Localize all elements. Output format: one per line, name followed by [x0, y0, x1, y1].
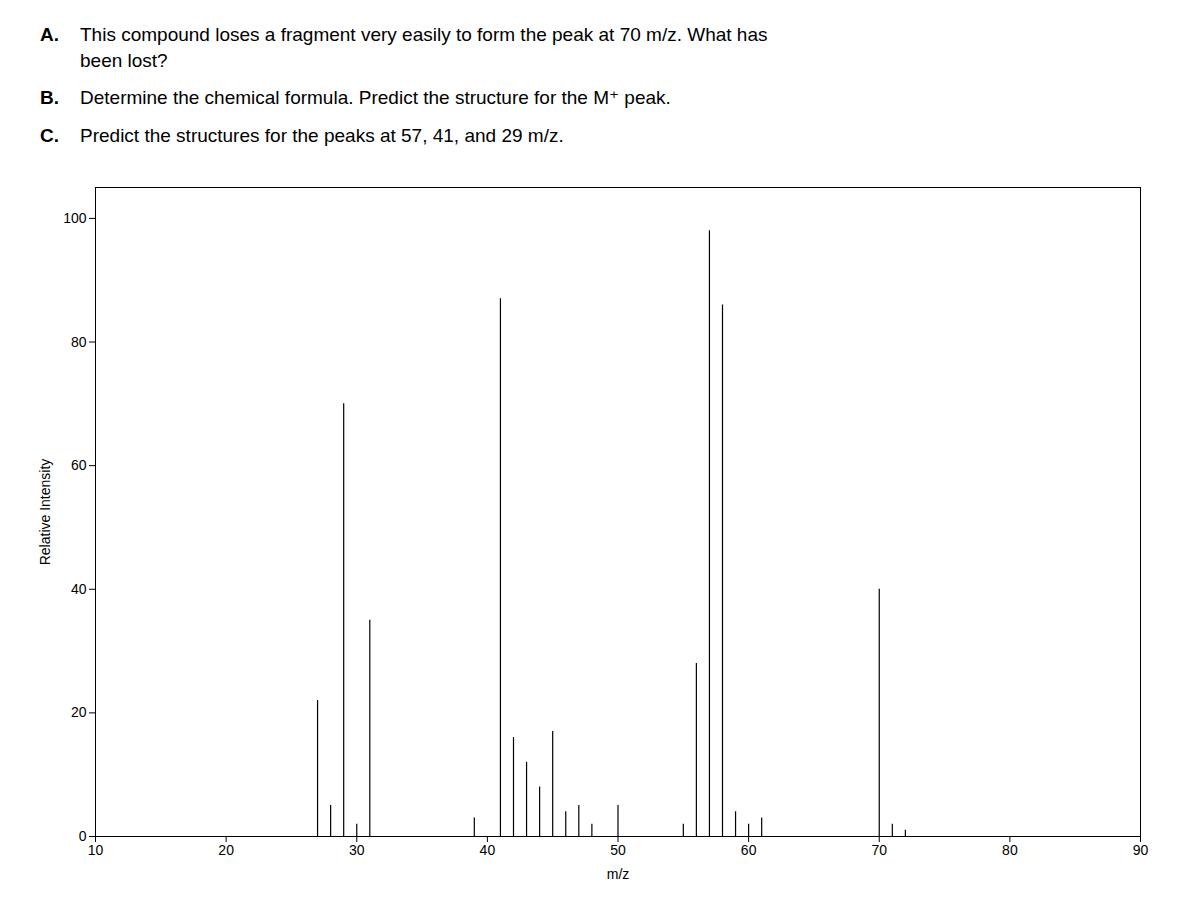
svg-text:Relative Intensity: Relative Intensity	[37, 458, 53, 565]
svg-text:60: 60	[71, 457, 87, 473]
svg-text:80: 80	[1002, 842, 1018, 858]
svg-text:10: 10	[88, 842, 104, 858]
html-text:A.: A.	[40, 24, 59, 45]
svg-text:100: 100	[63, 209, 87, 225]
html-text:Predict the structures for the: Predict the structures for the peaks at …	[80, 124, 564, 146]
html-text:been lost?: been lost?	[80, 49, 168, 71]
html-text:B.: B.	[40, 87, 59, 109]
svg-text:60: 60	[741, 842, 757, 858]
svg-text:30: 30	[349, 842, 365, 858]
svg-text:40: 40	[480, 842, 496, 858]
html-text:Determine the chemical formula: Determine the chemical formula. Predict …	[80, 87, 671, 109]
svg-text:70: 70	[871, 842, 887, 858]
svg-text:20: 20	[218, 842, 234, 858]
svg-text:90: 90	[1133, 842, 1149, 858]
html-text:This compound loses a fragment: This compound loses a fragment very easi…	[80, 24, 768, 45]
html-text:C.: C.	[40, 124, 59, 146]
svg-text:0: 0	[79, 828, 87, 844]
svg-text:50: 50	[610, 842, 626, 858]
svg-text:20: 20	[71, 704, 87, 720]
svg-text:40: 40	[71, 580, 87, 596]
svg-text:m/z: m/z	[607, 865, 630, 881]
svg-text:80: 80	[71, 333, 87, 349]
